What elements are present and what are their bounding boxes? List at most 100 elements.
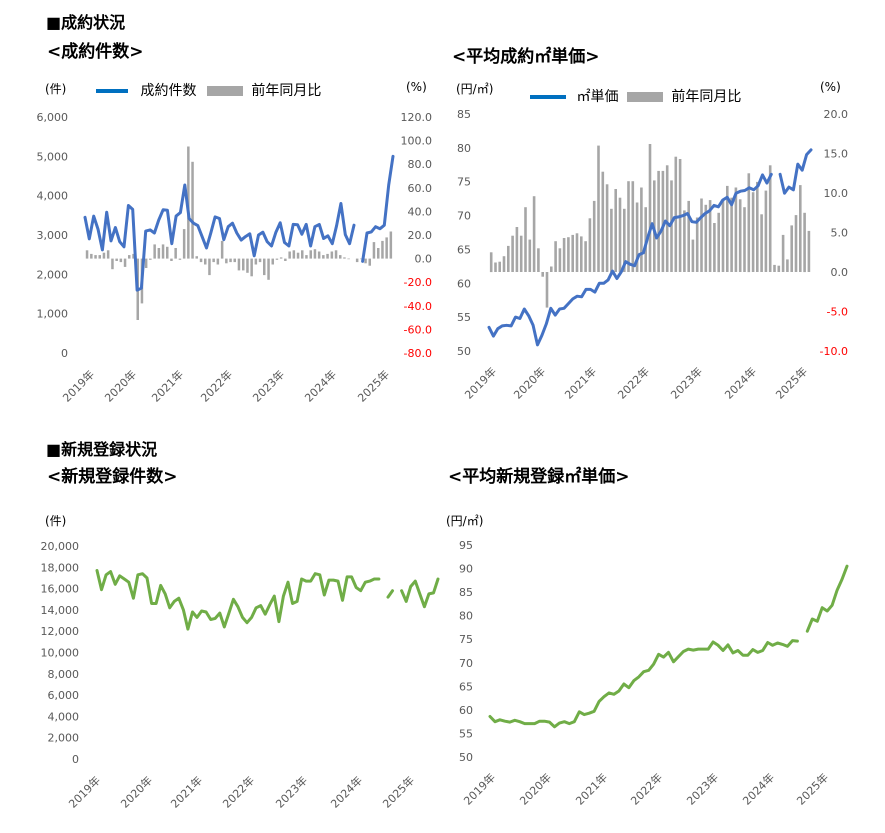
x-tick-label: 2025年 — [380, 773, 417, 810]
y-tick-label: 70 — [459, 657, 473, 670]
bar — [580, 236, 583, 272]
bar — [640, 187, 643, 272]
y2-tick-label: -5.0 — [827, 306, 848, 319]
bar — [102, 252, 106, 259]
bar — [708, 200, 712, 272]
bar — [575, 233, 579, 272]
series-line — [487, 172, 773, 347]
bar — [191, 161, 194, 259]
bar — [498, 261, 501, 272]
chart2-legend: ㎡単価 前年同月比 — [530, 86, 741, 106]
y2-tick-label: -20.0 — [404, 276, 432, 289]
bar — [85, 250, 89, 259]
bar — [751, 192, 755, 272]
x-tick-label: 2025年 — [794, 770, 831, 807]
x-tick-label: 2021年 — [562, 364, 599, 401]
y2-tick-label: 10.0 — [824, 187, 849, 200]
bar — [161, 244, 165, 259]
bar — [515, 227, 519, 272]
bar — [305, 255, 308, 259]
x-tick-label: 2023年 — [273, 773, 310, 810]
bar — [635, 202, 639, 272]
bar — [588, 218, 592, 272]
bar — [178, 258, 182, 260]
y-tick-label: 2,000 — [48, 732, 80, 745]
x-tick-label: 2021年 — [573, 770, 610, 807]
series-line — [400, 577, 440, 609]
bar — [157, 248, 161, 259]
bar — [208, 258, 211, 276]
y2-tick-label: 80.0 — [408, 158, 433, 171]
y-tick-label: 60 — [459, 704, 473, 717]
y-tick-label: 1,000 — [37, 308, 69, 321]
chart4-left-unit: (円/㎡) — [446, 514, 484, 528]
bar — [541, 272, 544, 277]
x-tick-label: 2023年 — [684, 770, 721, 807]
bar — [115, 258, 118, 261]
y-tick-label: 50 — [457, 345, 471, 358]
legend-line-swatch — [96, 89, 128, 93]
y2-tick-label: 0.0 — [415, 253, 433, 266]
bar — [322, 255, 325, 259]
bar — [263, 258, 266, 276]
legend-bar-swatch — [206, 86, 243, 96]
legend-line-swatch — [530, 95, 566, 99]
x-tick-label: 2022年 — [220, 773, 257, 810]
x-tick-label: 2024年 — [302, 367, 339, 404]
bar — [730, 197, 733, 272]
y-tick-label: 18,000 — [41, 561, 80, 574]
legend-item-yoy: 前年同月比 — [671, 89, 742, 105]
bar — [111, 258, 114, 270]
chart3-title: <新規登録件数> — [47, 467, 178, 487]
y-tick-label: 8,000 — [48, 668, 80, 681]
y-tick-label: 4,000 — [37, 190, 69, 203]
bar — [584, 241, 587, 272]
bar — [301, 250, 304, 259]
bar — [717, 212, 720, 273]
y-tick-label: 85 — [459, 586, 473, 599]
bar — [377, 248, 380, 259]
bar — [170, 258, 173, 261]
y-tick-label: 65 — [459, 680, 473, 693]
bar — [216, 258, 220, 265]
bar — [631, 181, 635, 272]
section-title-listings: ■新規登録状況 — [46, 440, 158, 459]
x-tick-label: 2021年 — [168, 773, 205, 810]
bar — [794, 215, 798, 272]
bar — [657, 170, 660, 272]
y-tick-label: 65 — [457, 243, 471, 256]
x-tick-label: 2023年 — [250, 367, 287, 404]
bar — [597, 145, 600, 272]
bar — [773, 264, 776, 272]
bar — [225, 258, 228, 264]
y-tick-label: 70 — [457, 210, 471, 223]
y-tick-label: 55 — [457, 311, 471, 324]
y-tick-label: 80 — [457, 142, 471, 155]
series-line — [361, 154, 395, 263]
bar — [519, 235, 523, 272]
bar — [777, 265, 781, 272]
x-tick-label: 2022年 — [615, 364, 652, 401]
y-tick-label: 75 — [459, 633, 473, 646]
y-tick-label: 50 — [459, 751, 473, 764]
bar — [494, 262, 497, 272]
bar — [385, 237, 388, 259]
bar — [250, 258, 253, 277]
bar — [123, 258, 127, 267]
bar — [627, 181, 630, 272]
bar — [807, 230, 811, 272]
y2-tick-label: 100.0 — [401, 135, 433, 148]
bar — [343, 257, 346, 259]
bar — [700, 198, 703, 272]
bar — [360, 258, 363, 260]
bar — [713, 223, 716, 272]
bar — [368, 258, 371, 266]
bar — [313, 249, 317, 259]
bar — [182, 229, 186, 259]
bar — [605, 184, 609, 272]
bar — [695, 217, 699, 272]
x-tick-label: 2020年 — [511, 364, 548, 401]
bar — [254, 258, 258, 265]
chart4-title: <平均新規登録㎡単価> — [448, 467, 630, 487]
